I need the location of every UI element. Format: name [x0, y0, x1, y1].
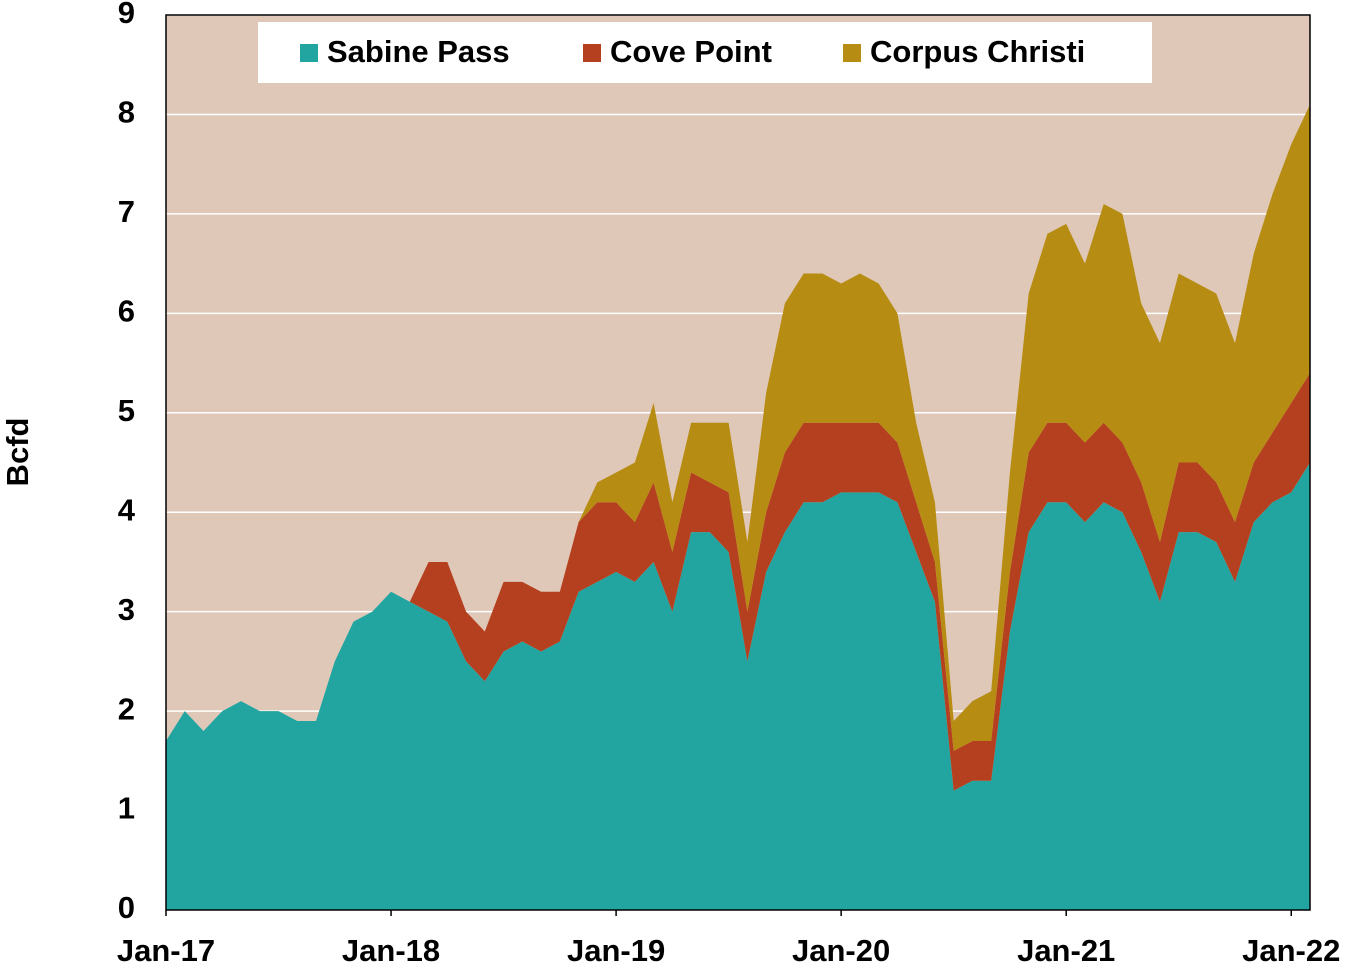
x-tick-label: Jan-19 — [567, 933, 665, 968]
y-axis-label: Bcfd — [0, 418, 35, 487]
legend-label: Cove Point — [610, 34, 772, 69]
legend-label: Corpus Christi — [870, 34, 1085, 69]
legend-swatch — [843, 44, 861, 62]
y-tick-label: 5 — [118, 393, 135, 428]
x-tick-label: Jan-20 — [792, 933, 890, 968]
legend-swatch — [300, 44, 318, 62]
y-tick-label: 8 — [118, 95, 135, 130]
y-tick-label: 4 — [118, 492, 136, 527]
legend-label: Sabine Pass — [327, 34, 510, 69]
area — [166, 462, 1310, 910]
legend-swatch — [583, 44, 601, 62]
x-tick-label: Jan-21 — [1017, 933, 1115, 968]
y-tick-label: 7 — [118, 194, 135, 229]
x-tick-label: Jan-17 — [117, 933, 215, 968]
y-tick-label: 9 — [118, 0, 135, 30]
x-tick-label: Jan-22 — [1242, 933, 1340, 968]
legend-box — [258, 22, 1152, 83]
y-tick-label: 0 — [118, 890, 135, 925]
area — [166, 373, 1310, 791]
x-tick-label: Jan-18 — [342, 933, 440, 968]
y-tick-label: 6 — [118, 294, 135, 329]
area — [166, 104, 1310, 751]
y-tick-label: 3 — [118, 592, 135, 627]
plot-frame — [165, 14, 1311, 911]
y-tick-label: 1 — [118, 791, 135, 826]
y-tick-label: 2 — [118, 691, 135, 726]
